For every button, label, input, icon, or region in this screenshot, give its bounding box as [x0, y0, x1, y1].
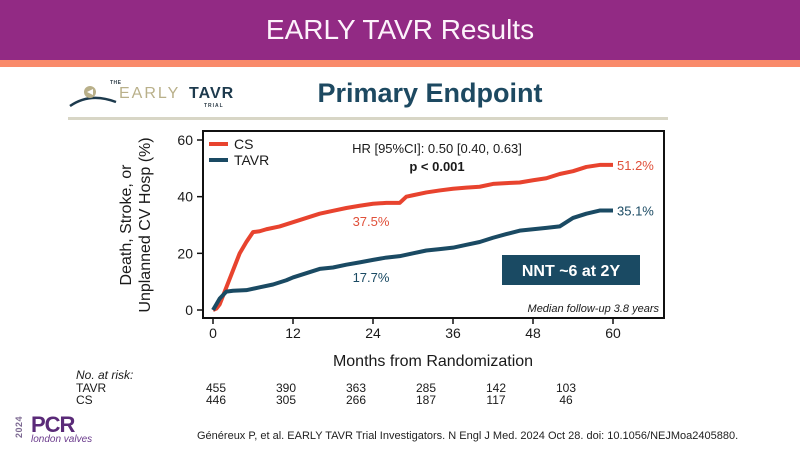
hazard-ratio-annotation: HR [95%CI]: 0.50 [0.40, 0.63] — [352, 141, 522, 156]
risk-cell: 455 — [205, 381, 227, 395]
y-tick-label: 60 — [177, 132, 193, 148]
risk-cell: 446 — [205, 393, 227, 407]
chart-axes: 0 20 40 60 0 12 24 36 48 60 — [177, 130, 665, 341]
logo-the: THE — [110, 80, 122, 86]
title-banner — [0, 0, 800, 60]
slide-title: EARLY TAVR Results — [265, 14, 535, 45]
banner-stripe — [0, 60, 800, 67]
y-tick-label: 0 — [185, 302, 193, 318]
p-value-annotation: p < 0.001 — [409, 159, 464, 174]
risk-row-label: CS — [76, 393, 93, 407]
series-line-tavr — [211, 208, 613, 312]
risk-cell: 305 — [275, 393, 297, 407]
nnt-label: NNT ~6 at 2Y — [522, 263, 621, 280]
tavr-24m-label: 17.7% — [353, 270, 390, 285]
risk-cell: 266 — [345, 393, 367, 407]
logo-early: EARLY — [119, 85, 181, 102]
early-tavr-logo: THE EARLY TAVR TRIAL — [68, 80, 233, 112]
risk-cell: 117 — [486, 393, 506, 407]
chart-title: Primary Endpoint — [317, 78, 543, 108]
risk-cell: 285 — [415, 381, 437, 395]
chart-labels: Death, Stroke, or Unplanned CV Hosp (%) … — [118, 137, 659, 370]
logo-tavr: TAVR — [189, 85, 235, 102]
pcr-subtitle: london valves — [31, 434, 93, 445]
risk-cell: 390 — [275, 381, 297, 395]
citation: Généreux P, et al. EARLY TAVR Trial Inve… — [197, 430, 739, 442]
x-axis-label: Months from Randomization — [333, 353, 533, 370]
divider-line — [68, 117, 668, 120]
logo-swoosh-icon — [69, 86, 117, 108]
cs-end-label: 51.2% — [617, 158, 654, 173]
tavr-end-label: 35.1% — [617, 204, 654, 219]
chart-curves — [211, 162, 613, 312]
pcr-year: 2024 — [14, 415, 24, 438]
pcr-name: PCR — [31, 412, 75, 437]
risk-row-label: TAVR — [76, 381, 107, 395]
risk-table-title: No. at risk: — [76, 368, 134, 382]
logo-trial: TRIAL — [204, 103, 224, 109]
y-tick-label: 40 — [177, 189, 193, 205]
y-axis-label-line1: Death, Stroke, or — [118, 164, 135, 286]
x-tick-label: 48 — [525, 325, 541, 341]
plot-frame — [202, 130, 665, 319]
x-tick-label: 0 — [209, 325, 217, 341]
risk-cell: 363 — [345, 381, 367, 395]
x-tick-label: 24 — [365, 325, 381, 341]
legend-label-cs: CS — [234, 136, 253, 152]
risk-cell: 142 — [485, 381, 507, 395]
x-tick-label: 36 — [445, 325, 461, 341]
nnt-box — [502, 255, 640, 285]
y-tick-label: 20 — [177, 245, 193, 261]
series-line-cs — [212, 162, 613, 312]
followup-note: Median follow-up 3.8 years — [528, 303, 660, 315]
risk-cell: 187 — [415, 393, 437, 407]
y-axis-label-line2: Unplanned CV Hosp (%) — [137, 137, 154, 312]
risk-cell: 46 — [559, 393, 573, 407]
legend-label-tavr: TAVR — [234, 152, 269, 168]
cs-24m-label: 37.5% — [353, 214, 390, 229]
x-tick-label: 60 — [605, 325, 621, 341]
x-tick-label: 12 — [285, 325, 301, 341]
risk-cell: 103 — [555, 381, 577, 395]
